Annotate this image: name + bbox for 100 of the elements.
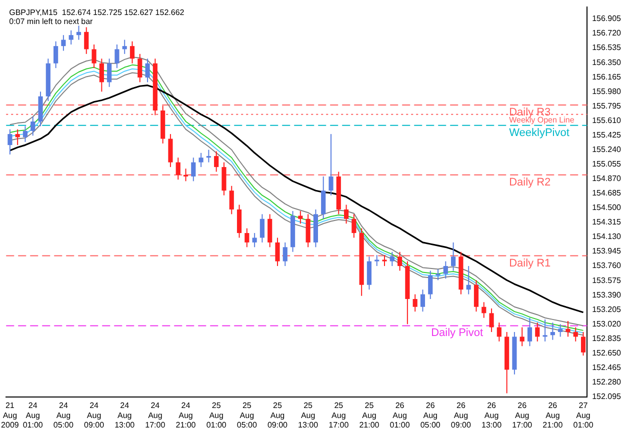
y-tick-label: 154.500: [592, 203, 622, 212]
candlestick: [236, 204, 242, 238]
y-tick-label: 154.130: [592, 232, 622, 242]
candlestick: [496, 322, 502, 342]
candlestick: [176, 157, 180, 180]
candlestick: [374, 254, 380, 267]
candlestick: [122, 39, 127, 54]
y-tick-label: 152.465: [592, 362, 622, 372]
candlestick: [183, 168, 188, 182]
chart-title: GBPJPY,M15 152.674 152.725 152.627 152.662: [9, 8, 185, 18]
candlestick: [580, 332, 586, 356]
x-tick-label: 25 Aug 17:00: [328, 401, 350, 430]
x-tick-label: 26 Aug 17:00: [512, 401, 533, 430]
candlestick: [92, 44, 96, 69]
candlestick: [275, 237, 280, 267]
candlestick: [550, 322, 555, 340]
text: 0:07 min left to next bar: [9, 17, 94, 26]
candlestick: [328, 134, 334, 196]
x-tick-label: 25 Aug 21:00: [359, 401, 380, 430]
candlestick: [138, 53, 142, 83]
candlestick: [390, 251, 394, 267]
ref-line-label: Weekly Open Line: [509, 116, 575, 125]
candlestick: [30, 116, 36, 136]
y-tick-label: 153.020: [592, 319, 622, 328]
candlestick: [107, 58, 112, 88]
candlestick: [451, 242, 456, 272]
candlestick: [8, 128, 12, 155]
y-tick-label: 156.350: [592, 58, 622, 67]
y-tick-label: 153.760: [592, 261, 622, 270]
candlestick: [398, 251, 402, 272]
y-tick-label: 152.650: [592, 348, 622, 358]
candlestick: [282, 242, 288, 267]
y-tick-label: 156.535: [592, 43, 622, 52]
candlestick: [558, 324, 563, 338]
x-tick-label: 26 Aug 13:00: [482, 401, 502, 430]
candlestick: [489, 308, 494, 333]
y-tick-label: 156.905: [592, 14, 622, 24]
candlestick: [420, 289, 426, 312]
x-tick-label: 24 Aug 05:00: [53, 401, 74, 430]
candlestick: [482, 302, 486, 318]
x-tick-label: 26 Aug 09:00: [450, 401, 472, 430]
ref-line-label: Daily R2: [509, 176, 551, 188]
candlestick: [244, 228, 250, 248]
candlestick: [474, 280, 479, 312]
candlestick: [298, 210, 303, 224]
candlestick: [214, 150, 219, 172]
candlestick: [168, 134, 173, 168]
x-tick-label: 26 Aug 05:00: [420, 401, 441, 430]
candlestick: [22, 126, 28, 142]
candlestick: [466, 266, 471, 295]
candlestick: [198, 152, 204, 168]
y-tick-label: 154.870: [592, 174, 622, 184]
x-tick-label: 24 Aug 17:00: [145, 401, 166, 430]
candlestick: [84, 26, 89, 54]
x-tick-label: 26 Aug 01:00: [390, 401, 410, 430]
y-tick-label: 155.610: [592, 116, 622, 125]
candlestick: [99, 58, 104, 92]
y-tick-label: 153.205: [592, 304, 622, 314]
candlestick: [352, 214, 356, 238]
x-tick-label: 25 Aug 09:00: [267, 401, 288, 430]
y-tick-label: 155.425: [592, 130, 622, 140]
candlestick: [306, 214, 310, 248]
y-tick-label: 153.390: [592, 290, 622, 300]
x-tick-label: 25 Aug 13:00: [298, 401, 319, 430]
candlestick: [130, 40, 135, 64]
candlestick: [260, 214, 264, 243]
y-tick-label: 153.575: [592, 276, 622, 285]
y-tick-label: 155.055: [592, 160, 622, 168]
x-tick-label: 27 Aug 01:00: [573, 401, 594, 430]
x-tick-label: 24 Aug 01:00: [22, 401, 44, 430]
y-tick-label: 156.720: [592, 28, 622, 38]
candlestick: [222, 162, 226, 196]
x-tick-label: 24 Aug 21:00: [176, 401, 196, 430]
candlestick: [344, 204, 349, 224]
candlestick: [573, 326, 578, 342]
x-tick-label: 21 Aug 2009: [1, 401, 20, 430]
y-tick-label: 154.315: [592, 218, 622, 227]
y-tick-label: 153.945: [592, 246, 622, 256]
y-tick-label: 152.280: [592, 377, 622, 386]
candlestick: [428, 270, 433, 300]
candlestick: [206, 149, 211, 163]
candlestick: [68, 30, 74, 46]
candlestick: [229, 185, 234, 215]
candlestick: [436, 268, 440, 281]
candlestick: [535, 322, 540, 342]
candlestick: [443, 260, 448, 280]
candlestick: [566, 320, 570, 338]
candlestick: [54, 40, 58, 69]
ref-line-label: Daily Pivot: [431, 327, 484, 340]
candlestick: [76, 25, 82, 40]
y-tick-label: 155.980: [592, 86, 622, 96]
y-tick-label: 155.795: [592, 101, 622, 110]
candlestick: [268, 214, 272, 248]
candlestick: [542, 318, 548, 342]
candlestick: [61, 34, 66, 52]
candlestick: [527, 317, 532, 347]
y-tick-label: 152.095: [592, 392, 622, 402]
candlestick: [382, 254, 387, 267]
candlestick: [15, 128, 20, 146]
candlestick: [252, 232, 257, 248]
